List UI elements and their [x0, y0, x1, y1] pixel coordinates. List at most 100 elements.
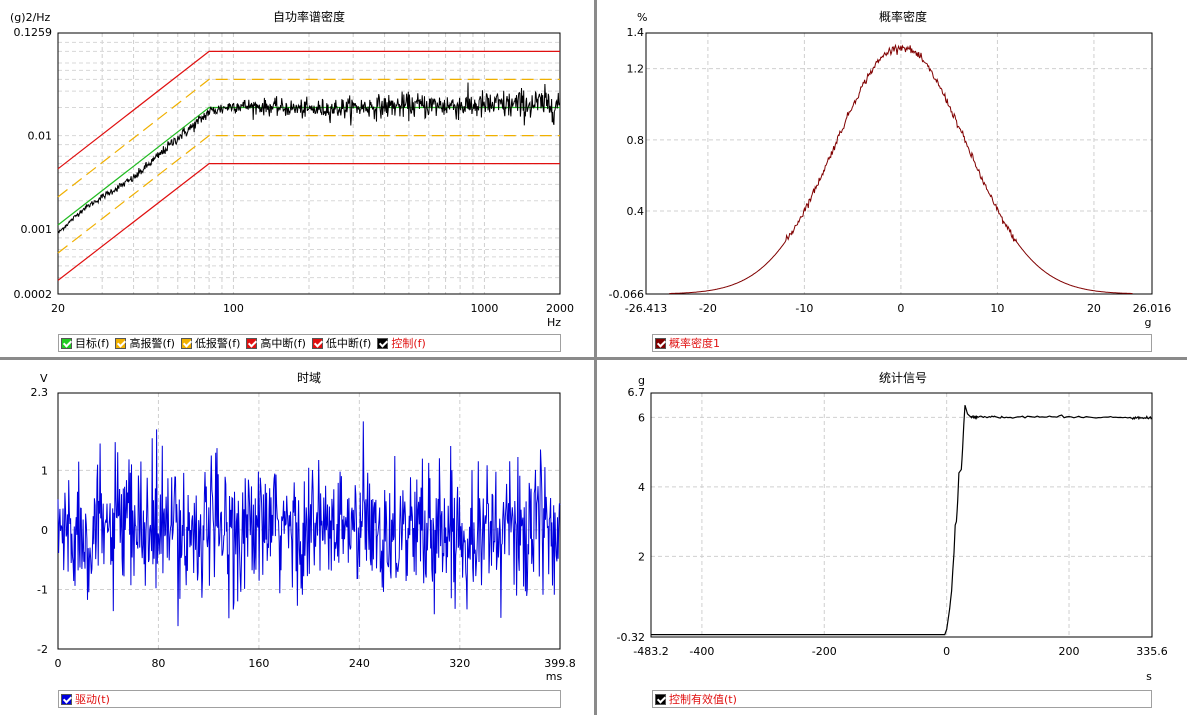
stat-ytick-label: 6.7	[628, 386, 646, 399]
pdf-ytick-label: 1.4	[627, 26, 645, 39]
psd-ytick-label: 0.01	[28, 130, 53, 143]
psd-xunit-label: Hz	[547, 316, 561, 329]
stat-chart[interactable]: 统计信号 g s 6.7 6 4 2 -0.32 -483.2 -400 -200 0 200 3…	[597, 360, 1187, 690]
pdf-ytick-label: 1.2	[627, 63, 645, 76]
pdf-xtick-label: -10	[795, 302, 813, 315]
psd-panel: 自功率谱密度 (g)2/Hz Hz 0.1259 0.01 0.001 0.0002 …	[0, 0, 594, 357]
psd-series-control	[57, 82, 561, 234]
pdf-ytick-label: 0.8	[627, 134, 645, 147]
checkbox-icon[interactable]	[115, 337, 127, 349]
checkbox-icon[interactable]	[180, 337, 192, 349]
psd-title: 自功率谱密度	[273, 9, 345, 24]
checkbox-icon[interactable]	[61, 693, 72, 705]
psd-legend-item-1[interactable]: 高报警(f)	[115, 335, 175, 351]
time-panel: 时域 V ms 2.3 1 0 -1 -2 0 80 160 240 320 399.8 驱动(t…	[0, 360, 594, 715]
stat-xtick-label: 200	[1059, 645, 1080, 658]
stat-panel: 统计信号 g s 6.7 6 4 2 -0.32 -483.2 -400 -200 0 200 3…	[597, 360, 1187, 715]
time-ytick-label: -1	[37, 583, 48, 596]
time-unit-label: V	[40, 372, 48, 385]
psd-xtick-label: 1000	[470, 302, 498, 315]
time-xtick-label: 320	[449, 657, 470, 670]
psd-series-3	[57, 50, 560, 170]
time-ytick-label: 1	[41, 464, 48, 477]
stat-ytick-label: 4	[638, 481, 645, 494]
psd-legend-item-3[interactable]: 高中断(f)	[246, 335, 306, 351]
psd-legend-label: 高中断(f)	[260, 337, 306, 350]
stat-title: 统计信号	[879, 371, 927, 385]
pdf-xtick-label: 0	[897, 302, 904, 315]
pdf-xtick-label: 10	[990, 302, 1004, 315]
horizontal-divider[interactable]	[0, 357, 1187, 360]
pdf-xtick-label: -20	[699, 302, 717, 315]
psd-legend-label: 目标(f)	[75, 337, 110, 350]
checkbox-icon[interactable]	[311, 337, 323, 349]
psd-xtick-label: 100	[223, 302, 244, 315]
time-chart[interactable]: 时域 V ms 2.3 1 0 -1 -2 0 80 160 240 320 399.8	[0, 360, 594, 690]
stat-xtick-label: -200	[812, 645, 837, 658]
pdf-chart[interactable]: 概率密度 % g 1.4 1.2 0.8 0.4 -0.066 -26.413 -20 -1…	[597, 0, 1187, 330]
stat-ytick-label: -0.32	[617, 631, 645, 644]
time-xtick-label: 80	[151, 657, 165, 670]
stat-series-0	[651, 405, 1153, 636]
stat-legend-label: 控制有效值(t)	[669, 693, 737, 706]
pdf-plot-frame	[645, 32, 1153, 295]
checkbox-icon[interactable]	[377, 337, 389, 349]
time-xtick-label: 0	[55, 657, 62, 670]
pdf-xtick-label: 26.016	[1133, 302, 1172, 315]
pdf-ytick-label: 0.4	[627, 205, 645, 218]
psd-ytick-label: 0.0002	[14, 288, 53, 301]
time-legend: 驱动(t)	[58, 690, 561, 708]
pdf-xunit-label: g	[1145, 316, 1152, 329]
psd-series-2	[57, 135, 560, 254]
psd-unit-label: (g)2/Hz	[10, 11, 51, 24]
pdf-panel: 概率密度 % g 1.4 1.2 0.8 0.4 -0.066 -26.413 -20 -1…	[597, 0, 1187, 357]
time-series-0	[57, 421, 561, 627]
checkbox-icon[interactable]	[655, 693, 666, 705]
checkbox-icon[interactable]	[61, 337, 72, 349]
stat-xtick-label: -400	[689, 645, 714, 658]
time-legend-item-0[interactable]: 驱动(t)	[61, 691, 110, 707]
checkbox-icon[interactable]	[655, 337, 666, 349]
psd-chart[interactable]: 自功率谱密度 (g)2/Hz Hz 0.12590.010.0010.0002 …	[0, 0, 594, 330]
pdf-legend-item-0[interactable]: 概率密度1	[655, 335, 720, 351]
stat-xunit-label: s	[1146, 670, 1152, 683]
psd-legend: 目标(f) 高报警(f) 低报警(f) 高中断(f) 低中断(f) 控制(f)	[58, 334, 561, 352]
time-xtick-label: 399.8	[544, 657, 576, 670]
psd-legend-label: 低中断(f)	[325, 337, 372, 350]
time-ytick-label: 0	[41, 524, 48, 537]
psd-legend-label: 控制(f)	[391, 337, 426, 350]
pdf-ytick-label: -0.066	[609, 288, 644, 301]
psd-legend-item-5[interactable]: 控制(f)	[377, 335, 426, 351]
pdf-title: 概率密度	[879, 9, 927, 24]
stat-xtick-label: 0	[943, 645, 950, 658]
pdf-series-0	[669, 43, 1133, 294]
stat-ytick-label: 6	[638, 411, 645, 424]
stat-legend: 控制有效值(t)	[652, 690, 1152, 708]
time-xtick-label: 240	[349, 657, 370, 670]
psd-legend-item-2[interactable]: 低报警(f)	[180, 335, 241, 351]
stat-ytick-label: 2	[638, 550, 645, 563]
stat-xtick-label: 335.6	[1136, 645, 1168, 658]
psd-ytick-label: 0.001	[21, 223, 53, 236]
psd-legend-label: 高报警(f)	[129, 337, 175, 350]
pdf-legend-label: 概率密度1	[669, 337, 720, 350]
psd-legend-item-0[interactable]: 目标(f)	[61, 335, 109, 351]
psd-legend-label: 低报警(f)	[194, 337, 241, 350]
time-xunit-label: ms	[546, 670, 563, 683]
psd-legend-item-4[interactable]: 低中断(f)	[311, 335, 372, 351]
pdf-legend: 概率密度1	[652, 334, 1152, 352]
pdf-xtick-label: -26.413	[625, 302, 667, 315]
stat-legend-item-0[interactable]: 控制有效值(t)	[655, 691, 737, 707]
checkbox-icon[interactable]	[246, 337, 258, 349]
time-legend-label: 驱动(t)	[75, 693, 110, 706]
psd-series-4	[57, 163, 560, 281]
pdf-unit-label: %	[637, 11, 647, 24]
pdf-xtick-label: 20	[1087, 302, 1101, 315]
psd-xtick-label: 20	[51, 302, 65, 315]
time-title: 时域	[297, 371, 321, 385]
psd-series-1	[57, 78, 560, 198]
stat-unit-label: g	[638, 374, 645, 387]
psd-xtick-label: 2000	[546, 302, 574, 315]
time-ytick-label: 2.3	[31, 386, 49, 399]
